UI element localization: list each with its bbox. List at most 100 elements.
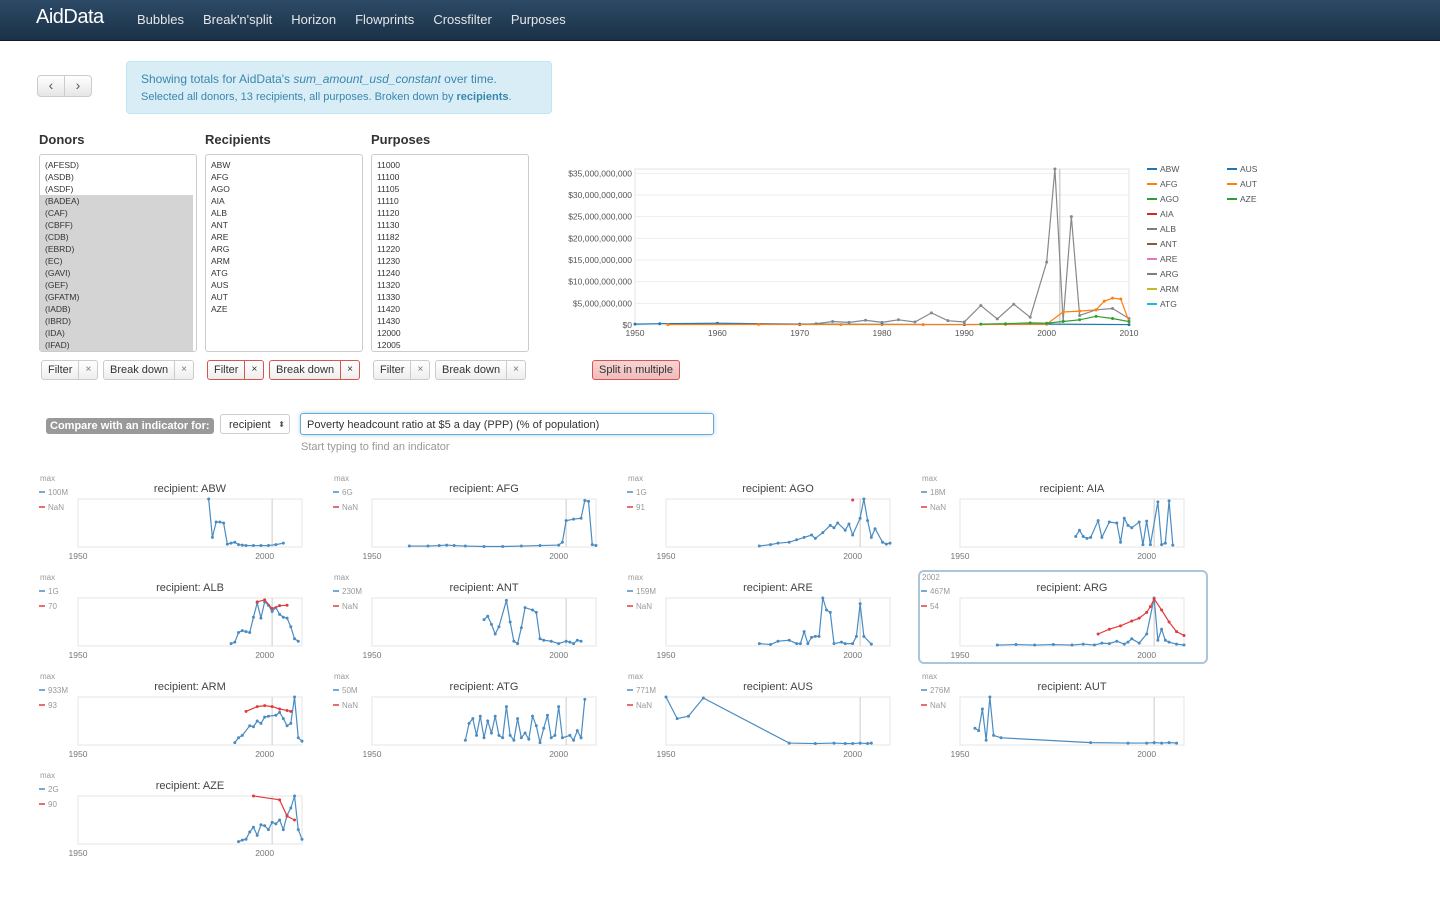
- mini-chart-aut[interactable]: max 276M NaN recipient: AUT 1950 2000: [918, 669, 1208, 763]
- mini-chart-aia[interactable]: max 18M NaN recipient: AIA 1950 2000: [918, 471, 1208, 565]
- list-option[interactable]: (EBRD): [40, 243, 193, 255]
- back-button[interactable]: ‹: [38, 76, 65, 96]
- mini-chart-svg: max 1G 91 recipient: AGO 1950 2000: [627, 474, 892, 561]
- data-point: [686, 714, 690, 718]
- nav-link-horizon[interactable]: Horizon: [291, 12, 337, 27]
- mini-chart-abw[interactable]: max 100M NaN recipient: ABW 1950 2000: [36, 471, 326, 565]
- close-icon[interactable]: ×: [340, 361, 359, 379]
- list-option[interactable]: 11330: [377, 292, 401, 302]
- list-option[interactable]: AUT: [211, 292, 228, 302]
- x-tick-label: 1950: [657, 749, 676, 759]
- donors-listbox[interactable]: (AFESD) (ASDB) (ASDF) (BADEA) (CAF) (CBFF) (CD…: [39, 154, 197, 352]
- mini-chart-alb[interactable]: max 1G 70 recipient: ALB 1950 2000: [36, 570, 326, 664]
- data-point: [237, 736, 241, 740]
- list-option[interactable]: 11000: [377, 160, 401, 170]
- list-option[interactable]: 11100: [377, 172, 400, 182]
- nav-link-purposes[interactable]: Purposes: [510, 12, 566, 27]
- recipients-filter-button[interactable]: Filter ×: [207, 360, 265, 380]
- purposes-listbox[interactable]: 11000 11100 11105 11110 11120 11130 11182 11220…: [371, 154, 529, 352]
- nav-link-flowprints[interactable]: Flowprints: [355, 12, 415, 27]
- recipients-listbox[interactable]: ABW AFG AGO AIA ALB ANT ARE ARG ARM ATG AUS AUT AZE: [205, 154, 363, 352]
- mini-chart-aus[interactable]: max 771M NaN recipient: AUS 1950 2000: [624, 669, 914, 763]
- list-option[interactable]: (IBRD): [40, 315, 193, 327]
- list-option[interactable]: (GFATM): [40, 291, 193, 303]
- data-point: [1111, 296, 1115, 300]
- mini-chart-arm[interactable]: max 933M 93 recipient: ARM 1950 2000: [36, 669, 326, 763]
- list-option[interactable]: AZE: [211, 304, 228, 314]
- forward-button[interactable]: ›: [75, 77, 81, 93]
- list-option[interactable]: 11240: [377, 268, 401, 278]
- max-value-1: 18M: [930, 488, 946, 497]
- list-option[interactable]: 11182: [377, 232, 400, 242]
- mini-chart-atg[interactable]: max 50M NaN recipient: ATG 1950 2000: [330, 669, 620, 763]
- list-option[interactable]: (GEF): [40, 279, 193, 291]
- list-option[interactable]: (IDA): [40, 327, 193, 339]
- purposes-filter-button[interactable]: Filter ×: [373, 360, 431, 380]
- close-icon[interactable]: ×: [174, 361, 193, 379]
- list-option[interactable]: 11120: [377, 208, 400, 218]
- list-option[interactable]: (IFAD): [40, 339, 193, 351]
- list-option[interactable]: (ASDF): [45, 184, 74, 194]
- list-option[interactable]: 11320: [377, 280, 401, 290]
- close-icon[interactable]: ×: [244, 361, 263, 379]
- mini-chart-aze[interactable]: max 2G 90 recipient: AZE 1950 2000: [36, 768, 326, 862]
- data-point: [557, 705, 561, 709]
- list-option[interactable]: ALB: [211, 208, 228, 218]
- list-option[interactable]: 11110: [377, 196, 399, 206]
- list-option[interactable]: (CDB): [40, 231, 193, 243]
- donors-filter-button[interactable]: Filter ×: [41, 360, 99, 380]
- list-option[interactable]: ARG: [211, 244, 230, 254]
- mini-chart-are[interactable]: max 159M NaN recipient: ARE 1950 2000: [624, 570, 914, 664]
- list-option[interactable]: 12000: [377, 328, 401, 338]
- nav-link-bubbles[interactable]: Bubbles: [137, 12, 184, 27]
- mini-chart-afg[interactable]: max 6G NaN recipient: AFG 1950 2000: [330, 471, 620, 565]
- data-point: [237, 543, 241, 547]
- indicator-scope-select[interactable]: recipient ⬍: [220, 414, 290, 434]
- data-point: [1141, 543, 1145, 547]
- list-option[interactable]: AUS: [211, 280, 229, 290]
- data-point: [274, 822, 278, 826]
- list-option[interactable]: AFG: [211, 172, 229, 182]
- close-icon[interactable]: ×: [410, 361, 429, 379]
- close-icon[interactable]: ×: [506, 361, 525, 379]
- list-option[interactable]: 11130: [377, 220, 400, 230]
- list-option[interactable]: (CAF): [40, 207, 193, 219]
- donors-breakdown-button[interactable]: Break down ×: [103, 360, 195, 380]
- data-point: [843, 742, 847, 746]
- data-point: [218, 520, 222, 524]
- nav-link-crossfilter[interactable]: Crossfilter: [433, 12, 492, 27]
- mini-chart-arg[interactable]: 2002 467M 54 recipient: ARG 1950 2000: [918, 570, 1208, 664]
- brand-logo[interactable]: AidData: [36, 6, 104, 28]
- list-option[interactable]: ATG: [211, 268, 228, 278]
- indicator-search-input[interactable]: Poverty headcount ratio at $5 a day (PPP…: [300, 413, 714, 435]
- list-option[interactable]: 11430: [377, 316, 401, 326]
- mini-chart-ago[interactable]: max 1G 91 recipient: AGO 1950 2000: [624, 471, 914, 565]
- list-option[interactable]: ARM: [211, 256, 230, 266]
- mini-chart-ant[interactable]: max 230M NaN recipient: ANT 1950 2000: [330, 570, 620, 664]
- list-option[interactable]: AGO: [211, 184, 230, 194]
- list-option[interactable]: (EC): [40, 255, 193, 267]
- list-option[interactable]: (GAVI): [40, 267, 193, 279]
- list-option[interactable]: 12005: [377, 340, 401, 350]
- list-option[interactable]: ABW: [211, 160, 231, 170]
- recipients-breakdown-button[interactable]: Break down ×: [269, 360, 361, 380]
- close-icon[interactable]: ×: [78, 361, 97, 379]
- split-in-multiple-button[interactable]: Split in multiple: [592, 360, 680, 380]
- nav-link-breaknsplit[interactable]: Break'n'split: [202, 12, 273, 27]
- list-option[interactable]: 11220: [377, 244, 401, 254]
- list-option[interactable]: 11420: [377, 304, 401, 314]
- list-option[interactable]: 11105: [377, 184, 400, 194]
- list-option[interactable]: AIA: [211, 196, 225, 206]
- list-option[interactable]: (BADEA): [40, 195, 193, 207]
- data-point: [836, 521, 840, 525]
- list-option[interactable]: (ASDB): [45, 172, 74, 182]
- list-option[interactable]: 11230: [377, 256, 401, 266]
- list-option[interactable]: ARE: [211, 232, 229, 242]
- data-point: [858, 516, 862, 520]
- list-option[interactable]: (CBFF): [40, 219, 193, 231]
- list-option[interactable]: ANT: [211, 220, 228, 230]
- purposes-breakdown-button[interactable]: Break down ×: [435, 360, 527, 380]
- list-option[interactable]: (IADB): [40, 303, 193, 315]
- data-point: [1094, 308, 1098, 312]
- list-option[interactable]: (AFESD): [45, 160, 79, 170]
